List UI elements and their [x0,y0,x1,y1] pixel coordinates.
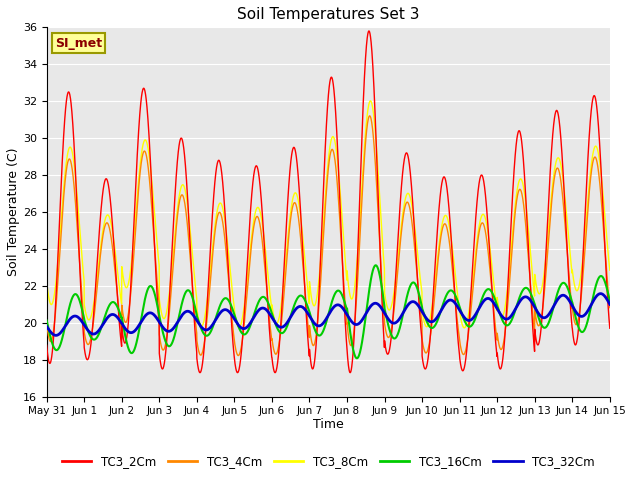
TC3_4Cm [218,214,225,220]
X-axis label: Time: Time [313,418,344,431]
Title: Soil Temperatures Set 3: Soil Temperatures Set 3 [237,7,419,22]
Legend: TC3_2Cm, TC3_4Cm, TC3_8Cm, TC3_16Cm, TC3_32Cm: TC3_2Cm, TC3_4Cm, TC3_8Cm, TC3_16Cm, TC3… [57,451,600,473]
TC3_8Cm [432,271,440,276]
Y-axis label: Soil Temperature (C): Soil Temperature (C) [7,148,20,276]
TC3_4Cm [432,278,440,284]
TC3_16Cm [111,300,118,305]
TC3_4Cm [111,262,118,268]
TC3_32Cm [606,301,614,307]
TC3_8Cm [110,236,118,242]
Line: TC3_4Cm: TC3_4Cm [47,116,610,356]
TC3_8Cm [111,242,118,248]
TC3_4Cm [110,255,118,261]
TC3_8Cm [78,258,86,264]
TC3_2Cm [110,239,118,244]
TC3_32Cm [596,291,604,297]
TC3_2Cm [365,28,372,34]
TC3_2Cm [478,172,486,178]
TC3_4Cm [234,353,242,359]
TC3_32Cm [218,308,226,314]
TC3_8Cm [478,213,486,218]
Line: TC3_2Cm: TC3_2Cm [47,31,610,372]
TC3_16Cm [372,263,380,268]
TC3_4Cm [606,305,614,311]
TC3_32Cm [478,301,486,307]
TC3_2Cm [218,170,225,176]
TC3_32Cm [111,312,118,318]
TC3_16Cm [78,307,86,313]
TC3_4Cm [366,113,374,119]
TC3_16Cm [606,298,614,304]
TC3_16Cm [43,318,51,324]
TC3_2Cm [432,248,440,253]
TC3_8Cm [606,267,614,273]
TC3_8Cm [218,202,225,208]
TC3_16Cm [110,299,118,305]
Text: SI_met: SI_met [55,36,102,49]
TC3_32Cm [52,333,60,338]
TC3_2Cm [234,370,241,375]
TC3_32Cm [110,312,118,318]
Line: TC3_32Cm: TC3_32Cm [47,294,610,336]
TC3_4Cm [43,320,51,326]
TC3_8Cm [367,98,374,104]
TC3_16Cm [478,296,486,302]
TC3_16Cm [218,299,225,305]
Line: TC3_16Cm: TC3_16Cm [47,265,610,358]
TC3_2Cm [606,325,614,331]
TC3_8Cm [461,325,468,331]
TC3_32Cm [432,316,440,322]
TC3_32Cm [79,319,86,325]
TC3_4Cm [78,298,86,303]
TC3_4Cm [478,220,486,226]
Line: TC3_8Cm: TC3_8Cm [47,101,610,328]
TC3_8Cm [43,279,51,285]
TC3_16Cm [353,355,361,361]
TC3_2Cm [43,342,51,348]
TC3_2Cm [78,313,86,319]
TC3_32Cm [43,324,51,329]
TC3_2Cm [111,250,118,256]
TC3_16Cm [432,321,440,327]
